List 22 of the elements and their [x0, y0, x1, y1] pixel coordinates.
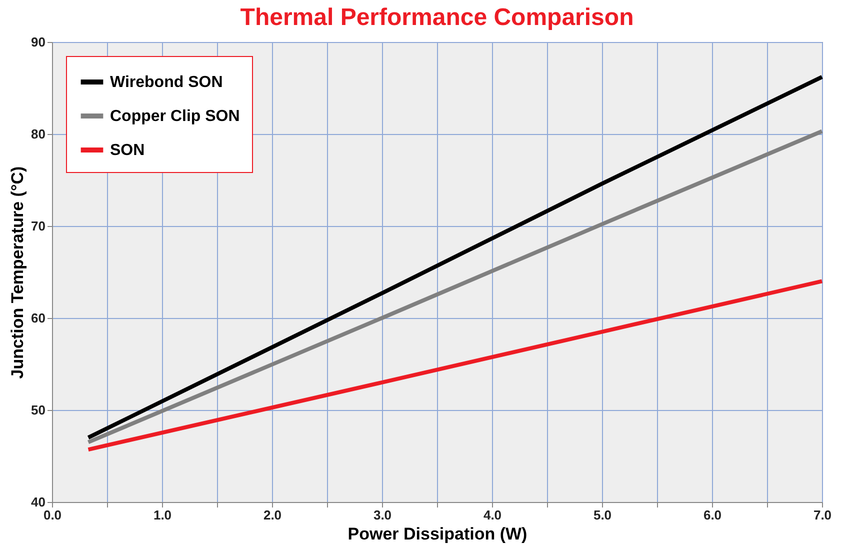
x-tick-label: 6.0 — [703, 508, 722, 522]
legend-label: SON — [110, 142, 145, 159]
legend-label: Wirebond SON — [110, 74, 223, 91]
x-tick-label: 1.0 — [153, 508, 172, 522]
y-tick-label: 50 — [31, 402, 46, 418]
chart-title: Thermal Performance Comparison — [240, 4, 634, 31]
y-tick-label: 60 — [31, 310, 46, 326]
y-tick-label: 90 — [31, 34, 46, 50]
y-axis-title: Junction Temperature (°C) — [8, 166, 28, 379]
x-tick-label: 5.0 — [593, 508, 612, 522]
x-tick-label: 7.0 — [813, 508, 832, 522]
line-series — [86, 74, 824, 440]
y-tick-label: 70 — [31, 218, 46, 234]
x-tick-label: 0.0 — [43, 508, 62, 522]
y-tick-label: 40 — [31, 494, 46, 510]
legend-label: Copper Clip SON — [110, 108, 240, 125]
x-tick-label: 3.0 — [373, 508, 392, 522]
x-tick-label: 2.0 — [263, 508, 282, 522]
y-tick-label: 80 — [31, 126, 46, 142]
line-series — [86, 279, 824, 452]
x-tick-label: 4.0 — [483, 508, 502, 522]
x-axis-title: Power Dissipation (W) — [348, 524, 528, 544]
